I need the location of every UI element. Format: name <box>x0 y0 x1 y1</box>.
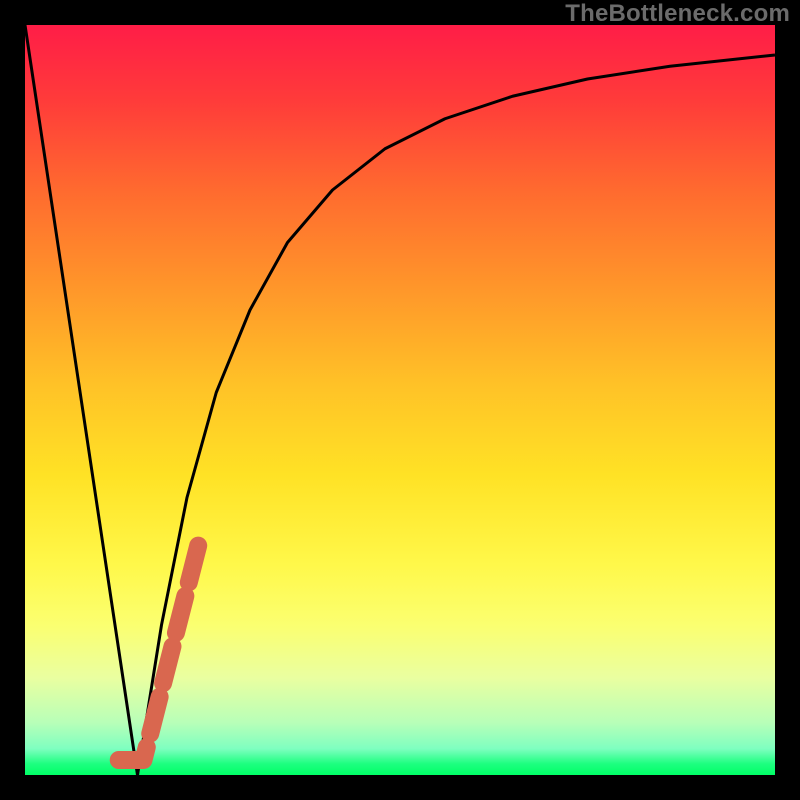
chart-stage: TheBottleneck.com <box>0 0 800 800</box>
plot-gradient <box>25 25 775 775</box>
watermark-text: TheBottleneck.com <box>565 0 790 28</box>
chart-svg <box>0 0 800 800</box>
